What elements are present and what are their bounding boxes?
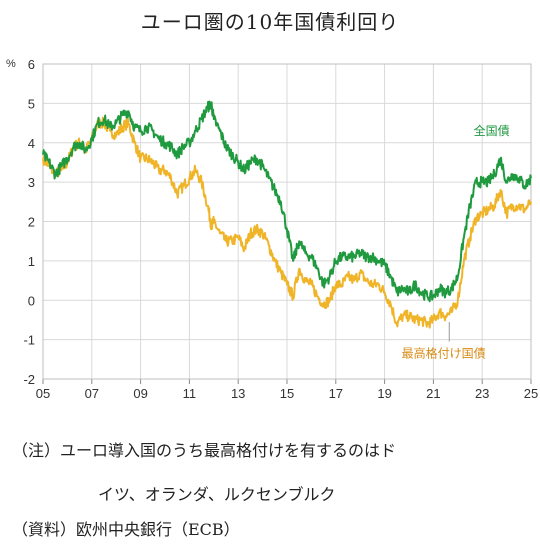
grid-lines — [42, 63, 532, 380]
chart-title: ユーロ圏の10年国債利回り — [140, 10, 400, 34]
x-tick-label: 07 — [85, 386, 99, 401]
plot-frame — [42, 63, 532, 380]
y-tick-label: 5 — [28, 96, 35, 111]
y-tick-label: 1 — [28, 254, 35, 269]
x-tick-label: 15 — [280, 386, 294, 401]
series-line-top-rated — [42, 116, 532, 329]
note-line-2: イツ、オランダ、ルクセンブルク — [98, 485, 336, 504]
x-tick-label: 17 — [329, 386, 343, 401]
source-note: （資料）欧州中央銀行（ECB） — [12, 520, 240, 539]
x-tick-label: 19 — [377, 386, 391, 401]
x-tick-label: 23 — [475, 386, 489, 401]
x-tick-label: 13 — [231, 386, 245, 401]
series-label-top-rated: 最高格付け国債 — [402, 345, 486, 360]
note-line-1: （注）ユーロ導入国のうち最高格付けを有するのはド — [12, 441, 397, 460]
y-tick-label: -2 — [23, 372, 35, 387]
series-line-all-bonds — [42, 100, 532, 303]
y-tick-label: 6 — [28, 57, 35, 72]
x-tick-label: 05 — [36, 386, 50, 401]
x-tick-label: 11 — [183, 386, 197, 401]
y-tick-label: -1 — [23, 333, 35, 348]
x-tick-label: 25 — [524, 386, 538, 401]
series-lines — [42, 100, 532, 329]
y-tick-label: 0 — [28, 293, 35, 308]
series-label-all-bonds: 全国債 — [474, 123, 510, 138]
x-tick-label: 21 — [426, 386, 440, 401]
x-tick-label: 09 — [133, 386, 147, 401]
y-unit-label: % — [6, 58, 16, 70]
y-tick-label: 3 — [28, 175, 35, 190]
y-tick-label: 2 — [28, 215, 35, 230]
y-tick-label: 4 — [28, 136, 35, 151]
